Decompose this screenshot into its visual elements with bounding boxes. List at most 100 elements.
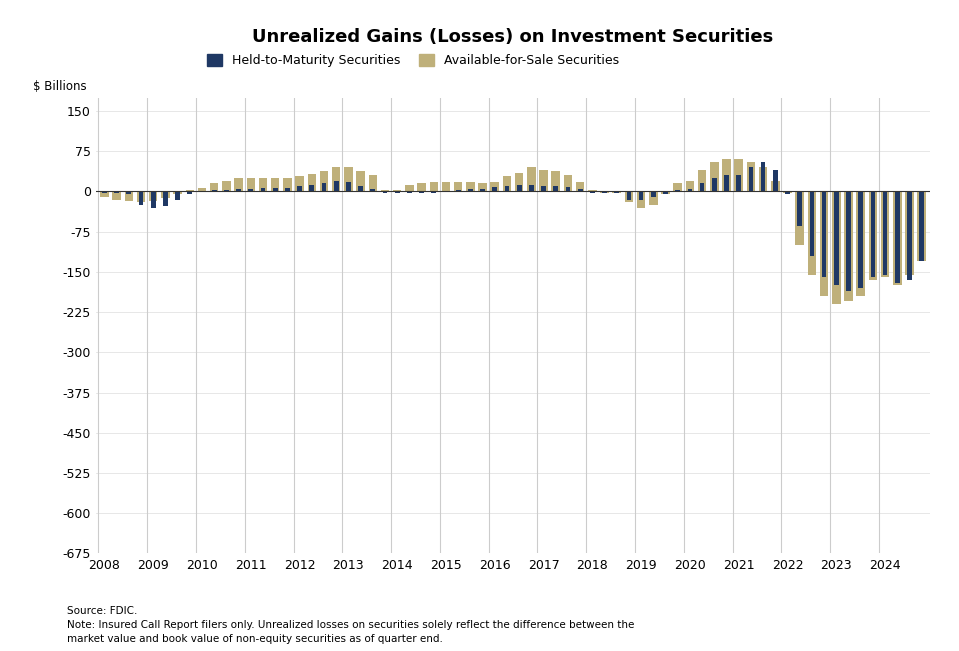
Bar <box>480 189 485 191</box>
Bar <box>553 186 558 191</box>
Bar <box>271 178 279 191</box>
Bar <box>261 187 266 191</box>
Bar <box>600 191 609 193</box>
Bar <box>832 191 841 304</box>
Bar <box>856 191 865 296</box>
Bar <box>649 191 658 205</box>
Bar <box>222 181 231 191</box>
Bar <box>161 191 170 199</box>
Bar <box>430 182 438 191</box>
Legend: Held-to-Maturity Securities, Available-for-Sale Securities: Held-to-Maturity Securities, Available-f… <box>202 49 624 72</box>
Bar <box>822 191 827 277</box>
Bar <box>359 186 363 191</box>
Bar <box>686 181 694 191</box>
Bar <box>615 191 620 193</box>
Bar <box>442 182 450 191</box>
Bar <box>210 184 219 191</box>
Bar <box>576 182 584 191</box>
Bar <box>566 187 571 191</box>
Bar <box>334 181 339 191</box>
Bar <box>820 191 829 296</box>
Bar <box>139 191 144 205</box>
Bar <box>283 178 292 191</box>
Bar <box>395 191 400 193</box>
Bar <box>698 170 707 191</box>
Bar <box>918 191 926 261</box>
Text: $ Billions: $ Billions <box>34 80 87 93</box>
Bar <box>273 187 277 191</box>
Bar <box>613 191 621 193</box>
Bar <box>712 178 716 191</box>
Bar <box>785 191 790 194</box>
Title: Unrealized Gains (Losses) on Investment Securities: Unrealized Gains (Losses) on Investment … <box>252 28 774 46</box>
Bar <box>432 191 436 193</box>
Bar <box>308 174 316 191</box>
Bar <box>797 191 802 227</box>
Bar <box>319 171 328 191</box>
Bar <box>527 167 536 191</box>
Bar <box>224 190 229 191</box>
Bar <box>185 190 194 191</box>
Bar <box>187 191 192 194</box>
Bar <box>295 176 304 191</box>
Bar <box>503 176 511 191</box>
Bar <box>492 187 497 191</box>
Bar <box>517 185 522 191</box>
Bar <box>346 182 351 191</box>
Bar <box>882 191 887 275</box>
Bar <box>759 167 767 191</box>
Bar <box>127 191 131 193</box>
Bar <box>773 170 778 191</box>
Bar <box>198 187 206 191</box>
Bar <box>468 189 473 191</box>
Bar <box>344 167 353 191</box>
Bar <box>747 162 755 191</box>
Bar <box>639 191 643 199</box>
Bar <box>332 167 340 191</box>
Bar <box>137 191 146 202</box>
Bar <box>466 182 475 191</box>
Bar <box>417 184 426 191</box>
Bar <box>407 191 411 193</box>
Bar <box>479 184 487 191</box>
Bar <box>760 162 765 191</box>
Bar <box>236 189 241 191</box>
Bar <box>905 191 914 275</box>
Bar <box>749 167 753 191</box>
Bar <box>163 191 168 206</box>
Bar <box>809 191 814 256</box>
Bar <box>454 182 462 191</box>
Bar <box>895 191 900 283</box>
Bar <box>673 184 682 191</box>
Bar <box>456 190 460 191</box>
Bar <box>151 191 155 208</box>
Bar <box>784 191 792 193</box>
Bar <box>246 178 255 191</box>
Bar <box>405 185 413 191</box>
Bar <box>834 191 839 285</box>
Bar <box>212 190 217 191</box>
Bar <box>771 181 780 191</box>
Bar <box>102 191 106 193</box>
Bar <box>285 187 290 191</box>
Bar <box>174 191 182 194</box>
Bar <box>664 191 667 194</box>
Bar <box>490 182 499 191</box>
Bar <box>807 191 816 275</box>
Bar <box>624 191 633 202</box>
Text: Source: FDIC.
Note: Insured Call Report filers only. Unrealized losses on securi: Source: FDIC. Note: Insured Call Report … <box>67 607 635 644</box>
Bar <box>393 190 402 191</box>
Bar <box>321 184 326 191</box>
Bar <box>710 162 718 191</box>
Bar <box>297 186 302 191</box>
Bar <box>626 191 631 199</box>
Bar <box>590 191 595 193</box>
Bar <box>700 184 705 191</box>
Bar <box>551 171 560 191</box>
Bar <box>844 191 853 301</box>
Bar <box>419 191 424 193</box>
Bar <box>539 170 548 191</box>
Bar <box>529 185 534 191</box>
Bar <box>651 191 656 197</box>
Bar <box>564 175 573 191</box>
